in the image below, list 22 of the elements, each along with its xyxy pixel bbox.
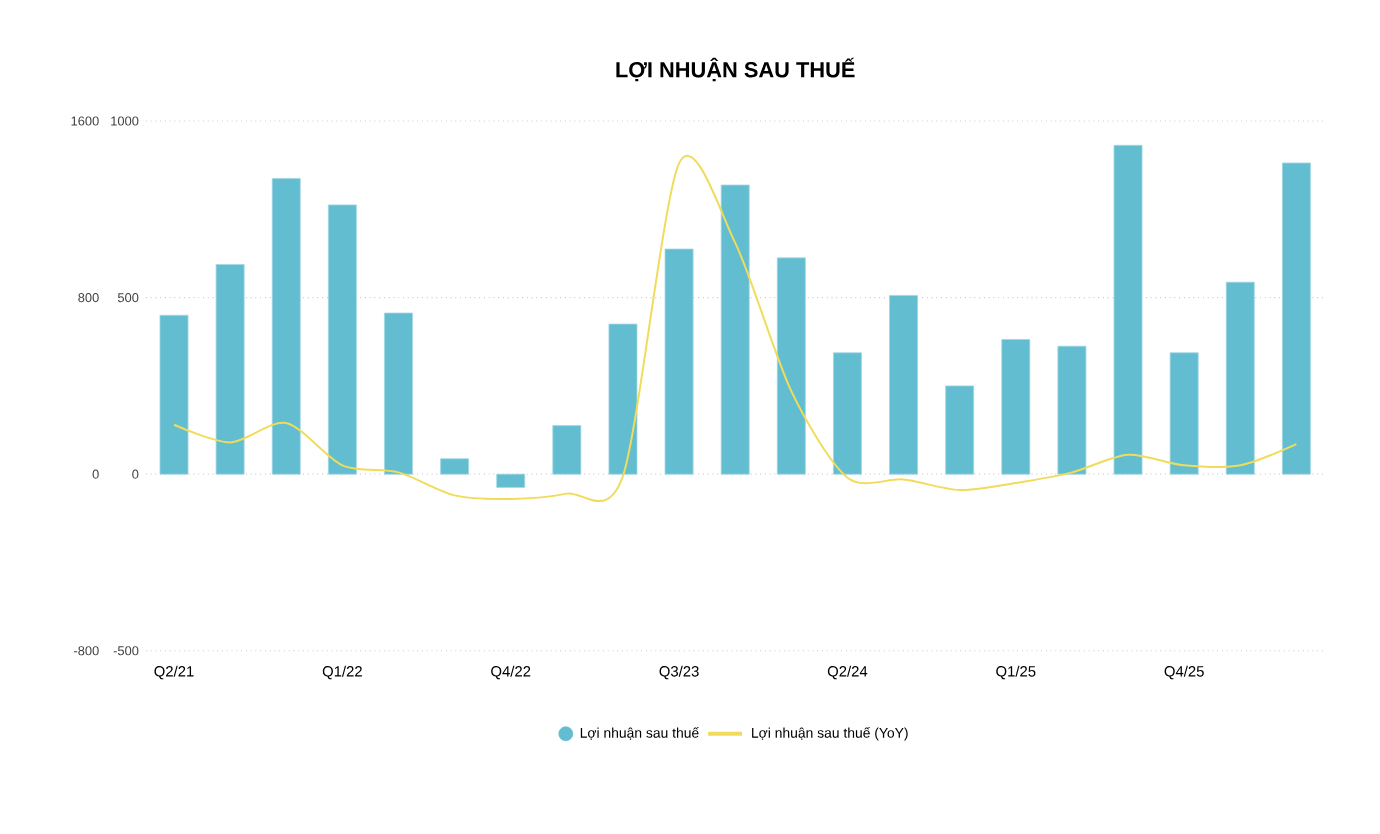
bar xyxy=(1113,145,1143,475)
bar xyxy=(889,295,918,475)
bar xyxy=(552,425,582,475)
bar xyxy=(833,352,862,475)
bar xyxy=(1281,162,1311,475)
bar xyxy=(945,385,975,475)
bar xyxy=(384,312,413,475)
bar xyxy=(1169,352,1199,475)
bar xyxy=(1057,346,1087,475)
bar xyxy=(159,315,189,475)
bar xyxy=(1225,282,1255,475)
chart-title: LỢI NHUẬN SAU THUẾ xyxy=(616,58,855,82)
bar xyxy=(720,184,750,475)
bar xyxy=(1001,339,1031,475)
bar xyxy=(440,458,470,475)
bar xyxy=(608,324,638,475)
bar xyxy=(776,257,806,475)
bar xyxy=(271,178,301,475)
bar xyxy=(496,474,526,489)
bar xyxy=(327,204,357,475)
bar xyxy=(664,248,694,475)
bar xyxy=(215,264,245,475)
